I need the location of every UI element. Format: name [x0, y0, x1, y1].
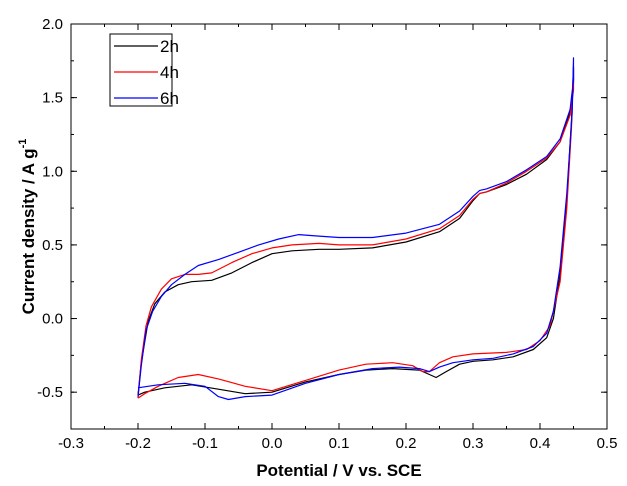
- series-line-2h: [137, 66, 575, 396]
- y-tick-label: -0.5: [37, 384, 63, 401]
- x-tick-label: -0.2: [125, 435, 151, 452]
- y-axis-ticks: -0.5 0.0 0.5 1.0 1.5 2.0: [37, 16, 607, 430]
- y-tick-label: 0.5: [42, 237, 63, 254]
- x-axis-ticks: -0.3 -0.2 -0.1 0.0 0.1 0.2 0.3 0.4 0.5: [58, 24, 617, 452]
- x-tick-label: 0.1: [329, 435, 350, 452]
- y-tick-label: 1.0: [42, 163, 63, 180]
- legend-label-2h: 2h: [160, 37, 179, 56]
- legend-label-4h: 4h: [160, 63, 179, 82]
- series-line-6h: [137, 57, 575, 401]
- x-tick-label: 0.4: [530, 435, 551, 452]
- y-tick-label: 2.0: [42, 16, 63, 33]
- series-layer: [137, 57, 575, 401]
- y-axis-title-superscript: -1: [17, 139, 29, 149]
- x-tick-label: 0.5: [597, 435, 618, 452]
- y-tick-label: 1.5: [42, 90, 63, 107]
- legend: 2h 4h 6h: [109, 33, 179, 108]
- svg-text:Current density / A g-1: Current density / A g-1: [17, 139, 38, 315]
- legend-label-6h: 6h: [160, 89, 179, 108]
- y-tick-label: 0.0: [42, 311, 63, 328]
- x-tick-label: -0.3: [58, 435, 84, 452]
- y-axis-title-main: Current density / A g: [19, 148, 38, 314]
- x-tick-label: 0.0: [262, 435, 283, 452]
- x-tick-label: 0.3: [463, 435, 484, 452]
- x-tick-label: 0.2: [396, 435, 417, 452]
- x-tick-label: -0.1: [192, 435, 218, 452]
- x-axis-title: Potential / V vs. SCE: [256, 461, 421, 480]
- y-axis-title: Current density / A g-1: [17, 139, 38, 315]
- series-line-4h: [137, 67, 575, 399]
